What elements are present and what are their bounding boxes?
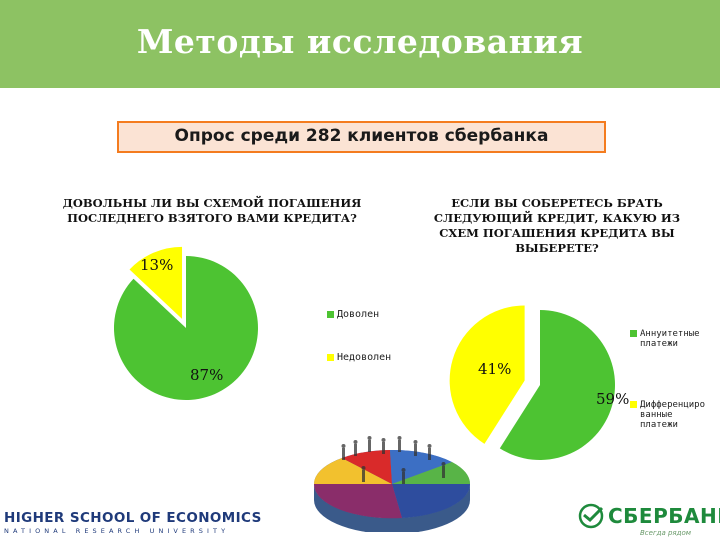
chart1-slice-1 xyxy=(129,246,183,319)
legend-label: Доволен xyxy=(337,309,380,320)
legend-label: Недоволен xyxy=(337,352,392,363)
chart2-slice-1 xyxy=(449,305,525,444)
chart1-title: ДОВОЛЬНЫ ЛИ ВЫ СХЕМОЙ ПОГАШЕНИЯ ПОСЛЕДНЕ… xyxy=(62,196,362,225)
chart2-legend-annuity: Аннуитетные платежи xyxy=(630,329,700,349)
decorative-3d-pie-illustration xyxy=(313,436,471,532)
chart1-slice-label-satisfied: 87% xyxy=(190,366,224,384)
sberbank-logo-text: СБЕРБАНК xyxy=(608,504,720,528)
page-title: Методы исследования xyxy=(136,22,584,61)
chart2-title: ЕСЛИ ВЫ СОБЕРЕТЕСЬ БРАТЬ СЛЕДУЮЩИЙ КРЕДИ… xyxy=(433,196,681,255)
chart2-slice-0 xyxy=(499,310,616,460)
hse-logo-sub: NATIONAL RESEARCH UNIVERSITY xyxy=(4,527,230,535)
survey-label: Опрос среди 282 клиентов сбербанка xyxy=(174,126,549,146)
legend-label-line3: платежи xyxy=(640,420,678,430)
legend-swatch-green xyxy=(327,310,334,318)
legend-label-line1: Аннуитетные xyxy=(640,329,700,339)
chart1-legend-satisfied: Доволен xyxy=(327,309,379,320)
pie-3d-slice-purple xyxy=(313,484,402,519)
legend-label-line2: ванные xyxy=(640,410,673,420)
header-bar: Методы исследования xyxy=(0,0,720,88)
pie-3d-slice-red xyxy=(342,450,392,484)
chart2-slice-label-diff: 41% xyxy=(478,360,512,378)
chart2-legend-differentiated: Дифференциро ванные платежи xyxy=(630,400,705,430)
pie-3d-side xyxy=(314,484,470,532)
sberbank-logo-icon xyxy=(578,503,604,529)
chart2-slice-label-annuity: 59% xyxy=(596,390,630,408)
chart1-legend-dissatisfied: Недоволен xyxy=(327,352,391,363)
legend-swatch-green xyxy=(630,330,637,337)
survey-label-box: Опрос среди 282 клиентов сбербанка xyxy=(117,121,606,153)
pie-3d-slice-navy xyxy=(392,484,471,518)
chart1-slice-0 xyxy=(113,256,258,400)
sberbank-tagline: Всегда рядом xyxy=(640,529,692,537)
hse-logo: HIGHER SCHOOL OF ECONOMICS NATIONAL RESE… xyxy=(4,510,262,535)
people-figures xyxy=(341,436,446,484)
pie-3d-slice-blue xyxy=(390,449,452,484)
pie-3d-slice-green xyxy=(392,462,471,484)
legend-swatch-yellow xyxy=(630,401,637,408)
chart1-slice-label-undissatisfied: 13% xyxy=(140,256,174,274)
legend-label-line2: платежи xyxy=(640,339,678,349)
legend-swatch-yellow xyxy=(327,353,334,361)
hse-logo-main: HIGHER SCHOOL OF ECONOMICS xyxy=(4,510,262,526)
pie-3d-slice-yellow xyxy=(314,458,392,484)
legend-label-line1: Дифференциро xyxy=(640,400,706,410)
